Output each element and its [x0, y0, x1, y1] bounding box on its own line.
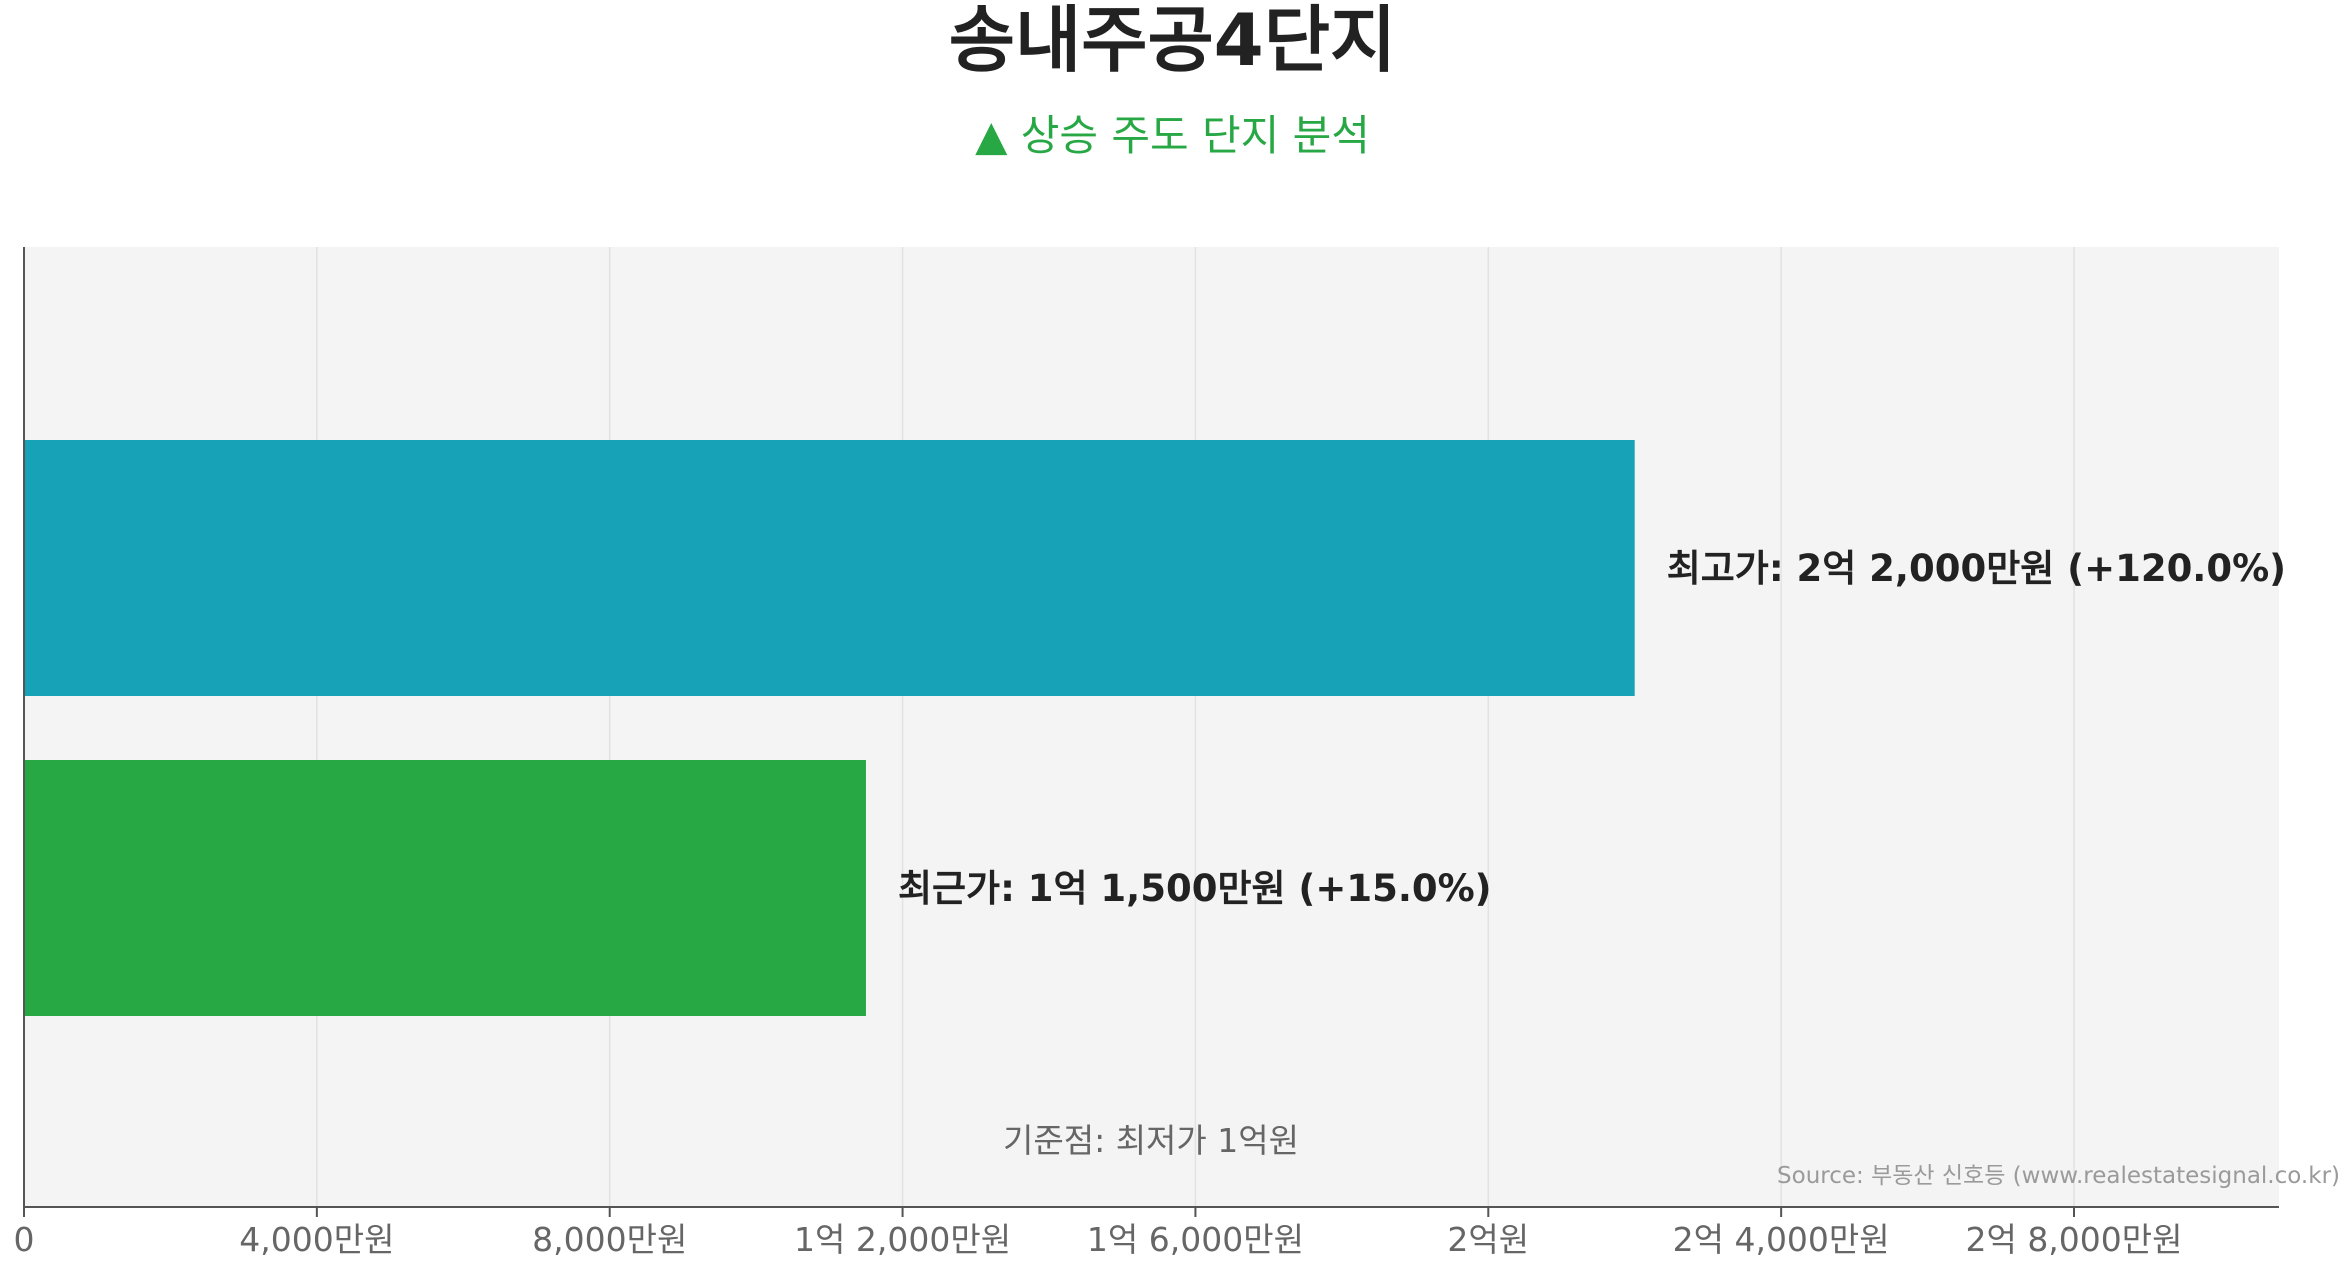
- baseline-annotation: 기준점: 최저가 1억원: [1003, 1121, 1299, 1160]
- bar-2: [24, 760, 866, 1016]
- grid-lines: [316, 247, 2075, 1207]
- x-tick-label: 1억 2,000만원: [794, 1220, 1011, 1259]
- plot-background: [24, 247, 2279, 1207]
- x-axis-ticks: 0 4,000만원 8,000만원 1억 2,000만원 1억 6,000만원 2억원 2억…: [14, 1207, 2183, 1259]
- x-tick-label: 0: [14, 1220, 35, 1259]
- bar-label-1: 최고가: 2억 2,000만원 (+120.0%): [1667, 547, 2286, 590]
- x-tick-label: 2억 4,000만원: [1673, 1220, 1890, 1259]
- axes: [23, 247, 2279, 1208]
- x-tick-label: 2억 8,000만원: [1965, 1220, 2182, 1259]
- bars: 최고가: 2억 2,000만원 (+120.0%) 최근가: 1억 1,500만원…: [24, 440, 2286, 1016]
- x-tick-label: 8,000만원: [532, 1220, 687, 1259]
- x-tick-label: 4,000만원: [239, 1220, 394, 1259]
- bar-label-2: 최근가: 1억 1,500만원 (+15.0%): [898, 867, 1492, 910]
- x-tick-label: 2억원: [1447, 1220, 1529, 1259]
- bar-1: [24, 440, 1635, 696]
- chart-title: 송내주공4단지: [948, 0, 1397, 82]
- x-tick-label: 1억 6,000만원: [1087, 1220, 1304, 1259]
- source-credit: Source: 부동산 신호등 (www.realestatesignal.co…: [1777, 1163, 2340, 1189]
- chart-subtitle: ▲ 상승 주도 단지 분석: [975, 111, 1370, 160]
